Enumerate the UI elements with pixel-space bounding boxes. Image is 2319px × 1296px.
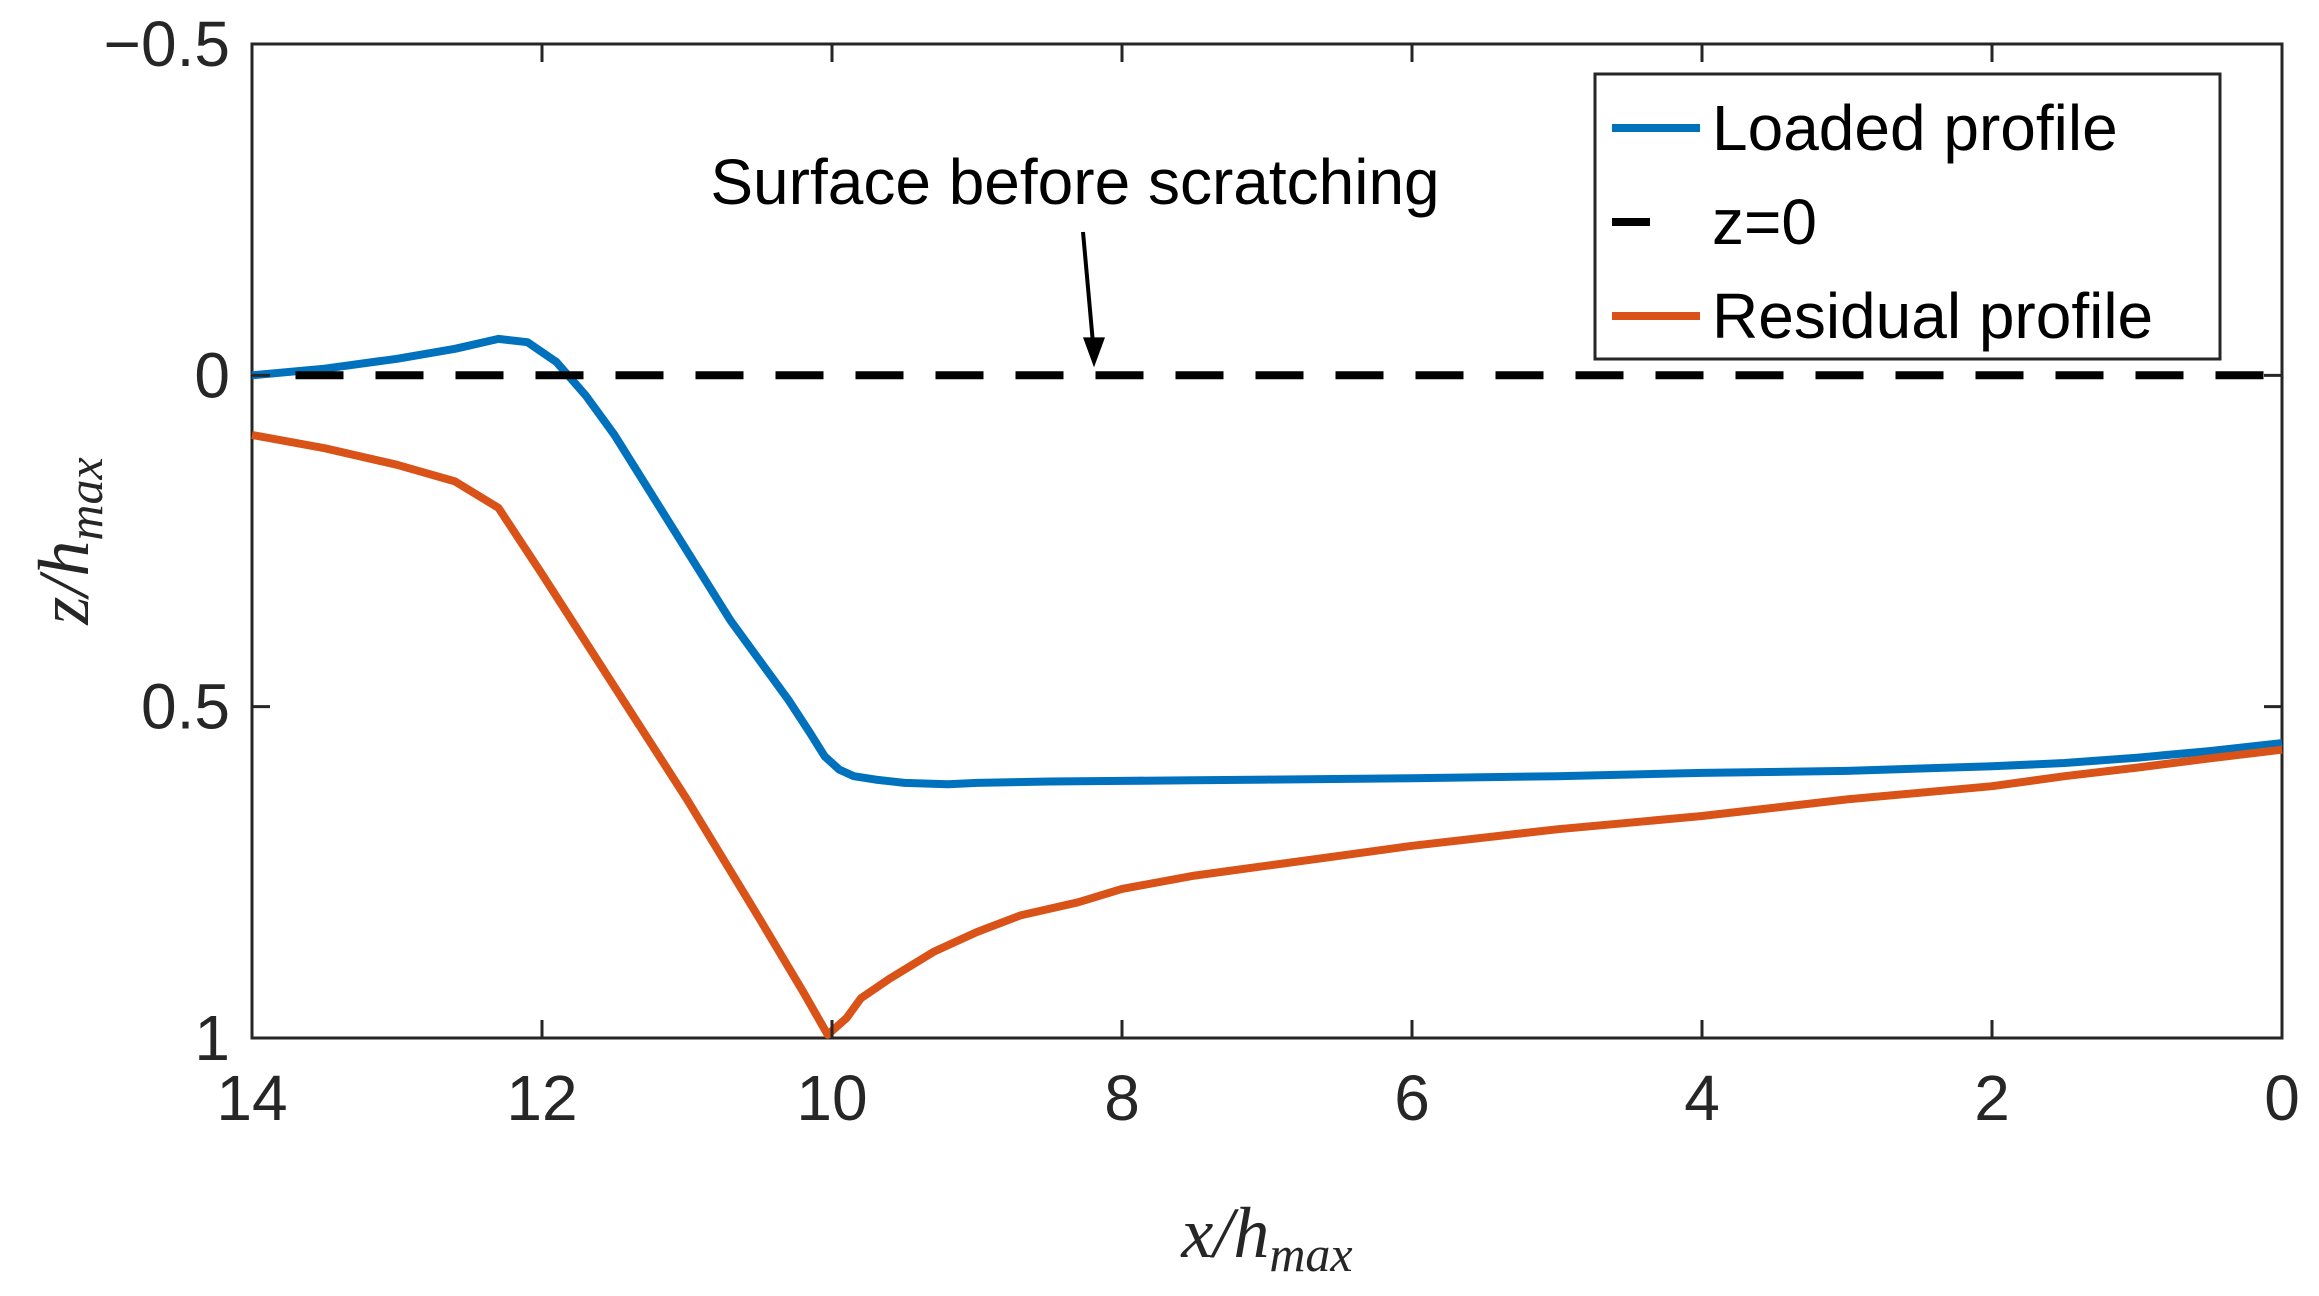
x-axis-ticks: 14 12 10 8 6 4 2 0 xyxy=(216,44,2300,1134)
x-tick-label: 0 xyxy=(2264,1062,2300,1134)
y-tick-label: 0.5 xyxy=(141,671,230,743)
legend-label: Residual profile xyxy=(1712,280,2153,352)
x-tick-label: 4 xyxy=(1684,1062,1720,1134)
x-axis-label-main: x/h xyxy=(1180,1193,1269,1273)
series-layer xyxy=(251,334,2283,1039)
annotation-text: Surface before scratching xyxy=(710,146,1439,218)
legend-label: Loaded profile xyxy=(1712,92,2118,164)
x-axis-label-sub: max xyxy=(1269,1226,1352,1282)
legend: Loaded profile z=0 Residual profile xyxy=(1593,72,2222,361)
y-tick-label: −0.5 xyxy=(104,8,230,80)
y-tick-label: 1 xyxy=(194,1002,230,1074)
y-axis-ticks: −0.5 0 0.5 1 xyxy=(104,8,2282,1074)
series-line-loaded-profile xyxy=(251,334,2283,789)
series-line-residual-profile xyxy=(251,431,2283,1039)
legend-label: z=0 xyxy=(1712,186,1817,258)
x-axis-label: x/hmax xyxy=(1180,1193,1352,1282)
x-tick-label: 8 xyxy=(1104,1062,1140,1134)
legend-box xyxy=(1593,72,2222,361)
annotation-arrow xyxy=(1081,231,1095,344)
x-tick-label: 12 xyxy=(506,1062,577,1134)
annotation-arrowhead xyxy=(1083,337,1105,368)
y-axis-label-main: z/h xyxy=(24,541,104,626)
x-tick-label: 10 xyxy=(796,1062,867,1134)
x-tick-label: 2 xyxy=(1974,1062,2010,1134)
y-axis-label: z/hmax xyxy=(24,457,113,625)
legend-entries: Loaded profile z=0 Residual profile xyxy=(1612,92,2153,352)
x-tick-label: 14 xyxy=(216,1062,287,1134)
y-tick-label: 0 xyxy=(194,339,230,411)
y-axis-label-sub: max xyxy=(57,457,113,540)
x-tick-label: 6 xyxy=(1394,1062,1430,1134)
